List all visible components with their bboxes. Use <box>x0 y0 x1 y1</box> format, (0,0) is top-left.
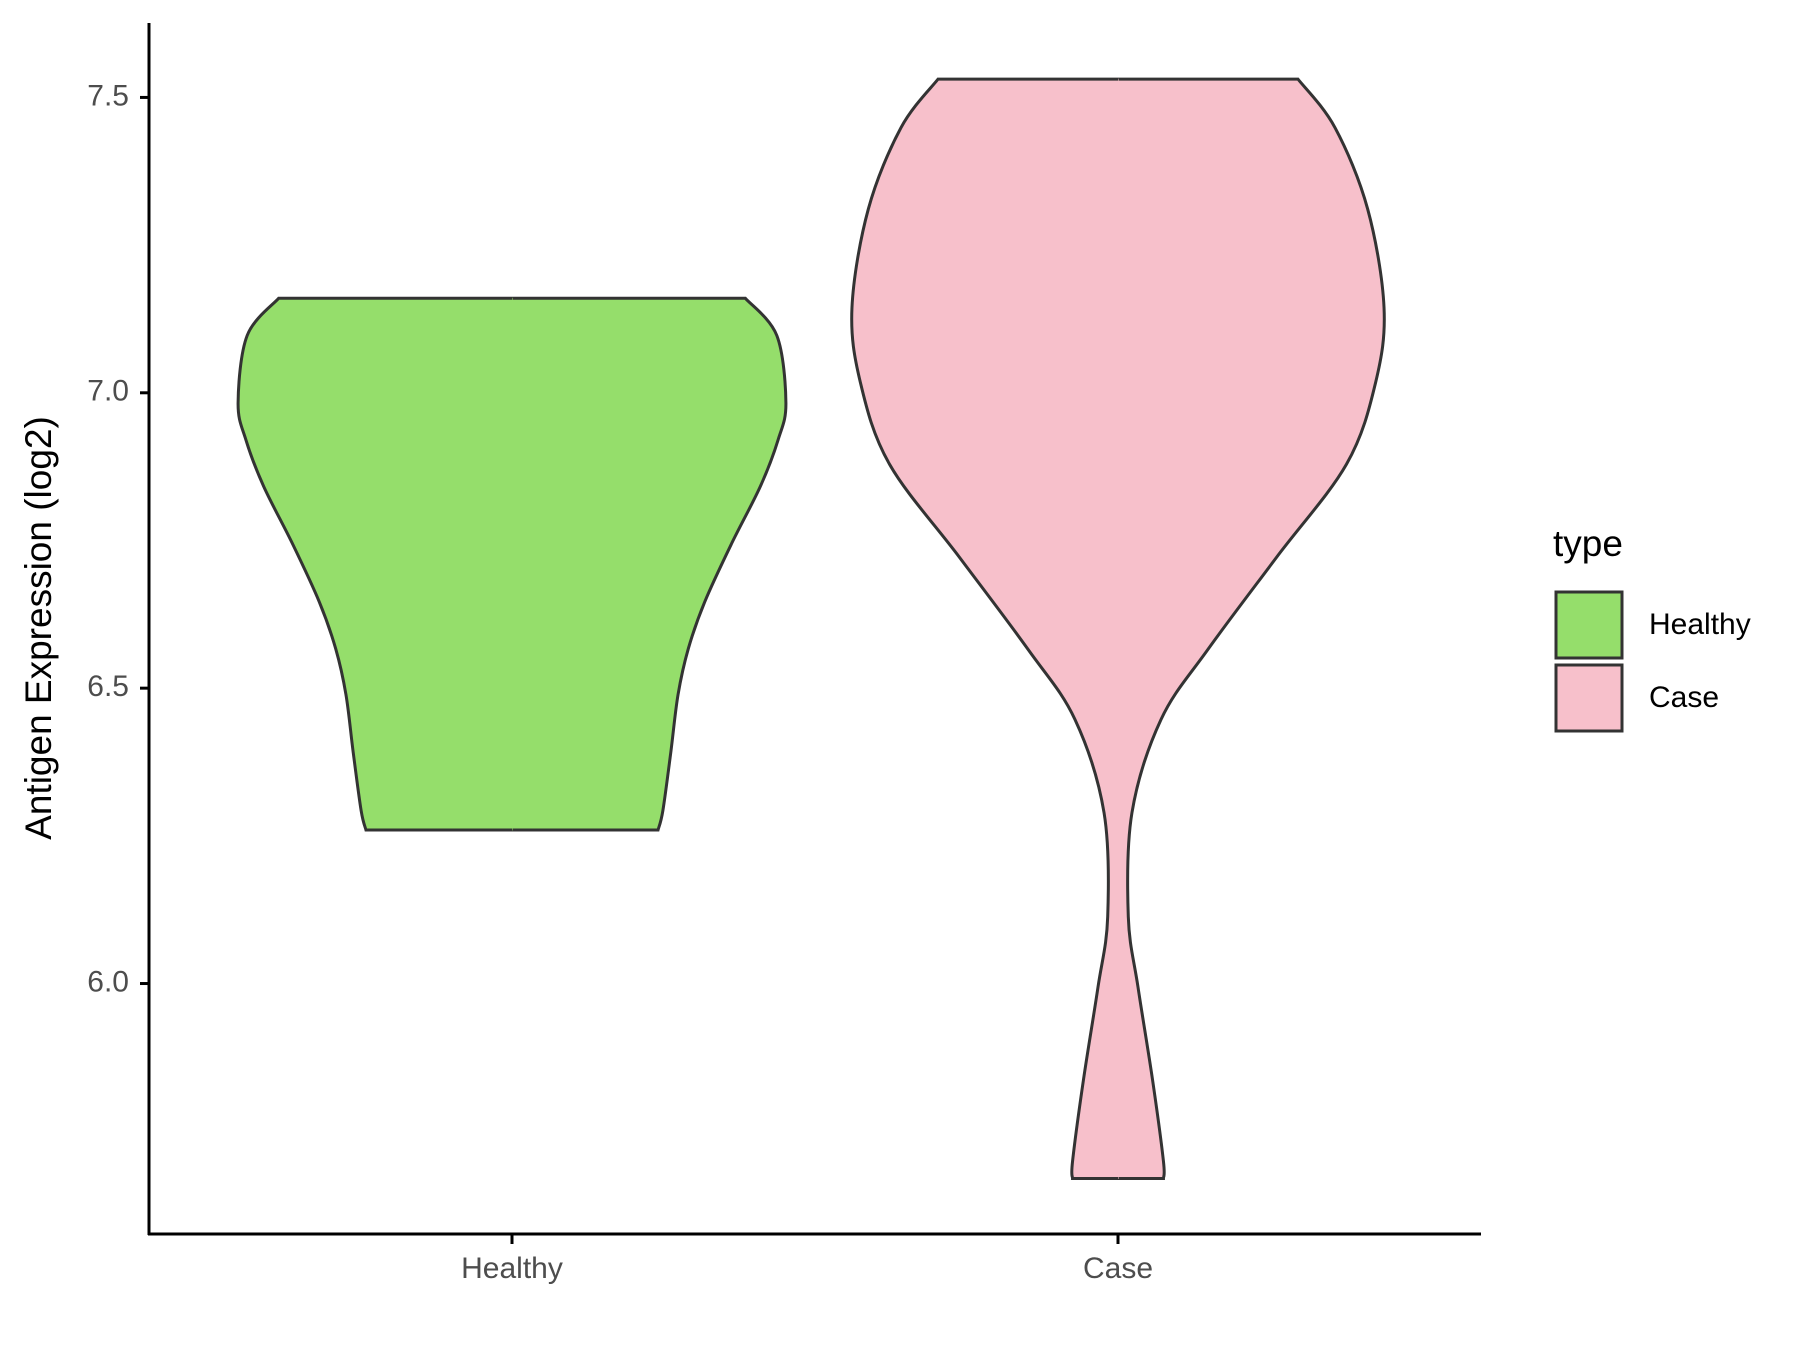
violin-outline <box>1118 77 1386 1180</box>
violin-outline <box>850 77 1118 1180</box>
y-tick-label: 7.0 <box>87 375 129 408</box>
legend-key <box>1554 663 1624 733</box>
violin-outline <box>512 296 788 832</box>
legend-label: Healthy <box>1649 608 1751 641</box>
violin-half <box>511 297 787 831</box>
y-tick-label: 6.0 <box>87 965 129 998</box>
x-tick-label: Healthy <box>461 1252 563 1285</box>
legend-label: Case <box>1649 681 1719 714</box>
violin-outline <box>236 296 512 832</box>
violin-half <box>1117 78 1385 1179</box>
violin-half <box>851 78 1119 1179</box>
legend-key <box>1554 590 1624 660</box>
x-tick-label: Case <box>1083 1252 1153 1285</box>
y-axis-title: Antigen Expression (log2) <box>18 416 59 840</box>
violin-half <box>237 297 513 831</box>
y-tick-label: 7.5 <box>87 79 129 112</box>
y-tick-label: 6.5 <box>87 670 129 703</box>
legend-title: type <box>1553 523 1623 564</box>
